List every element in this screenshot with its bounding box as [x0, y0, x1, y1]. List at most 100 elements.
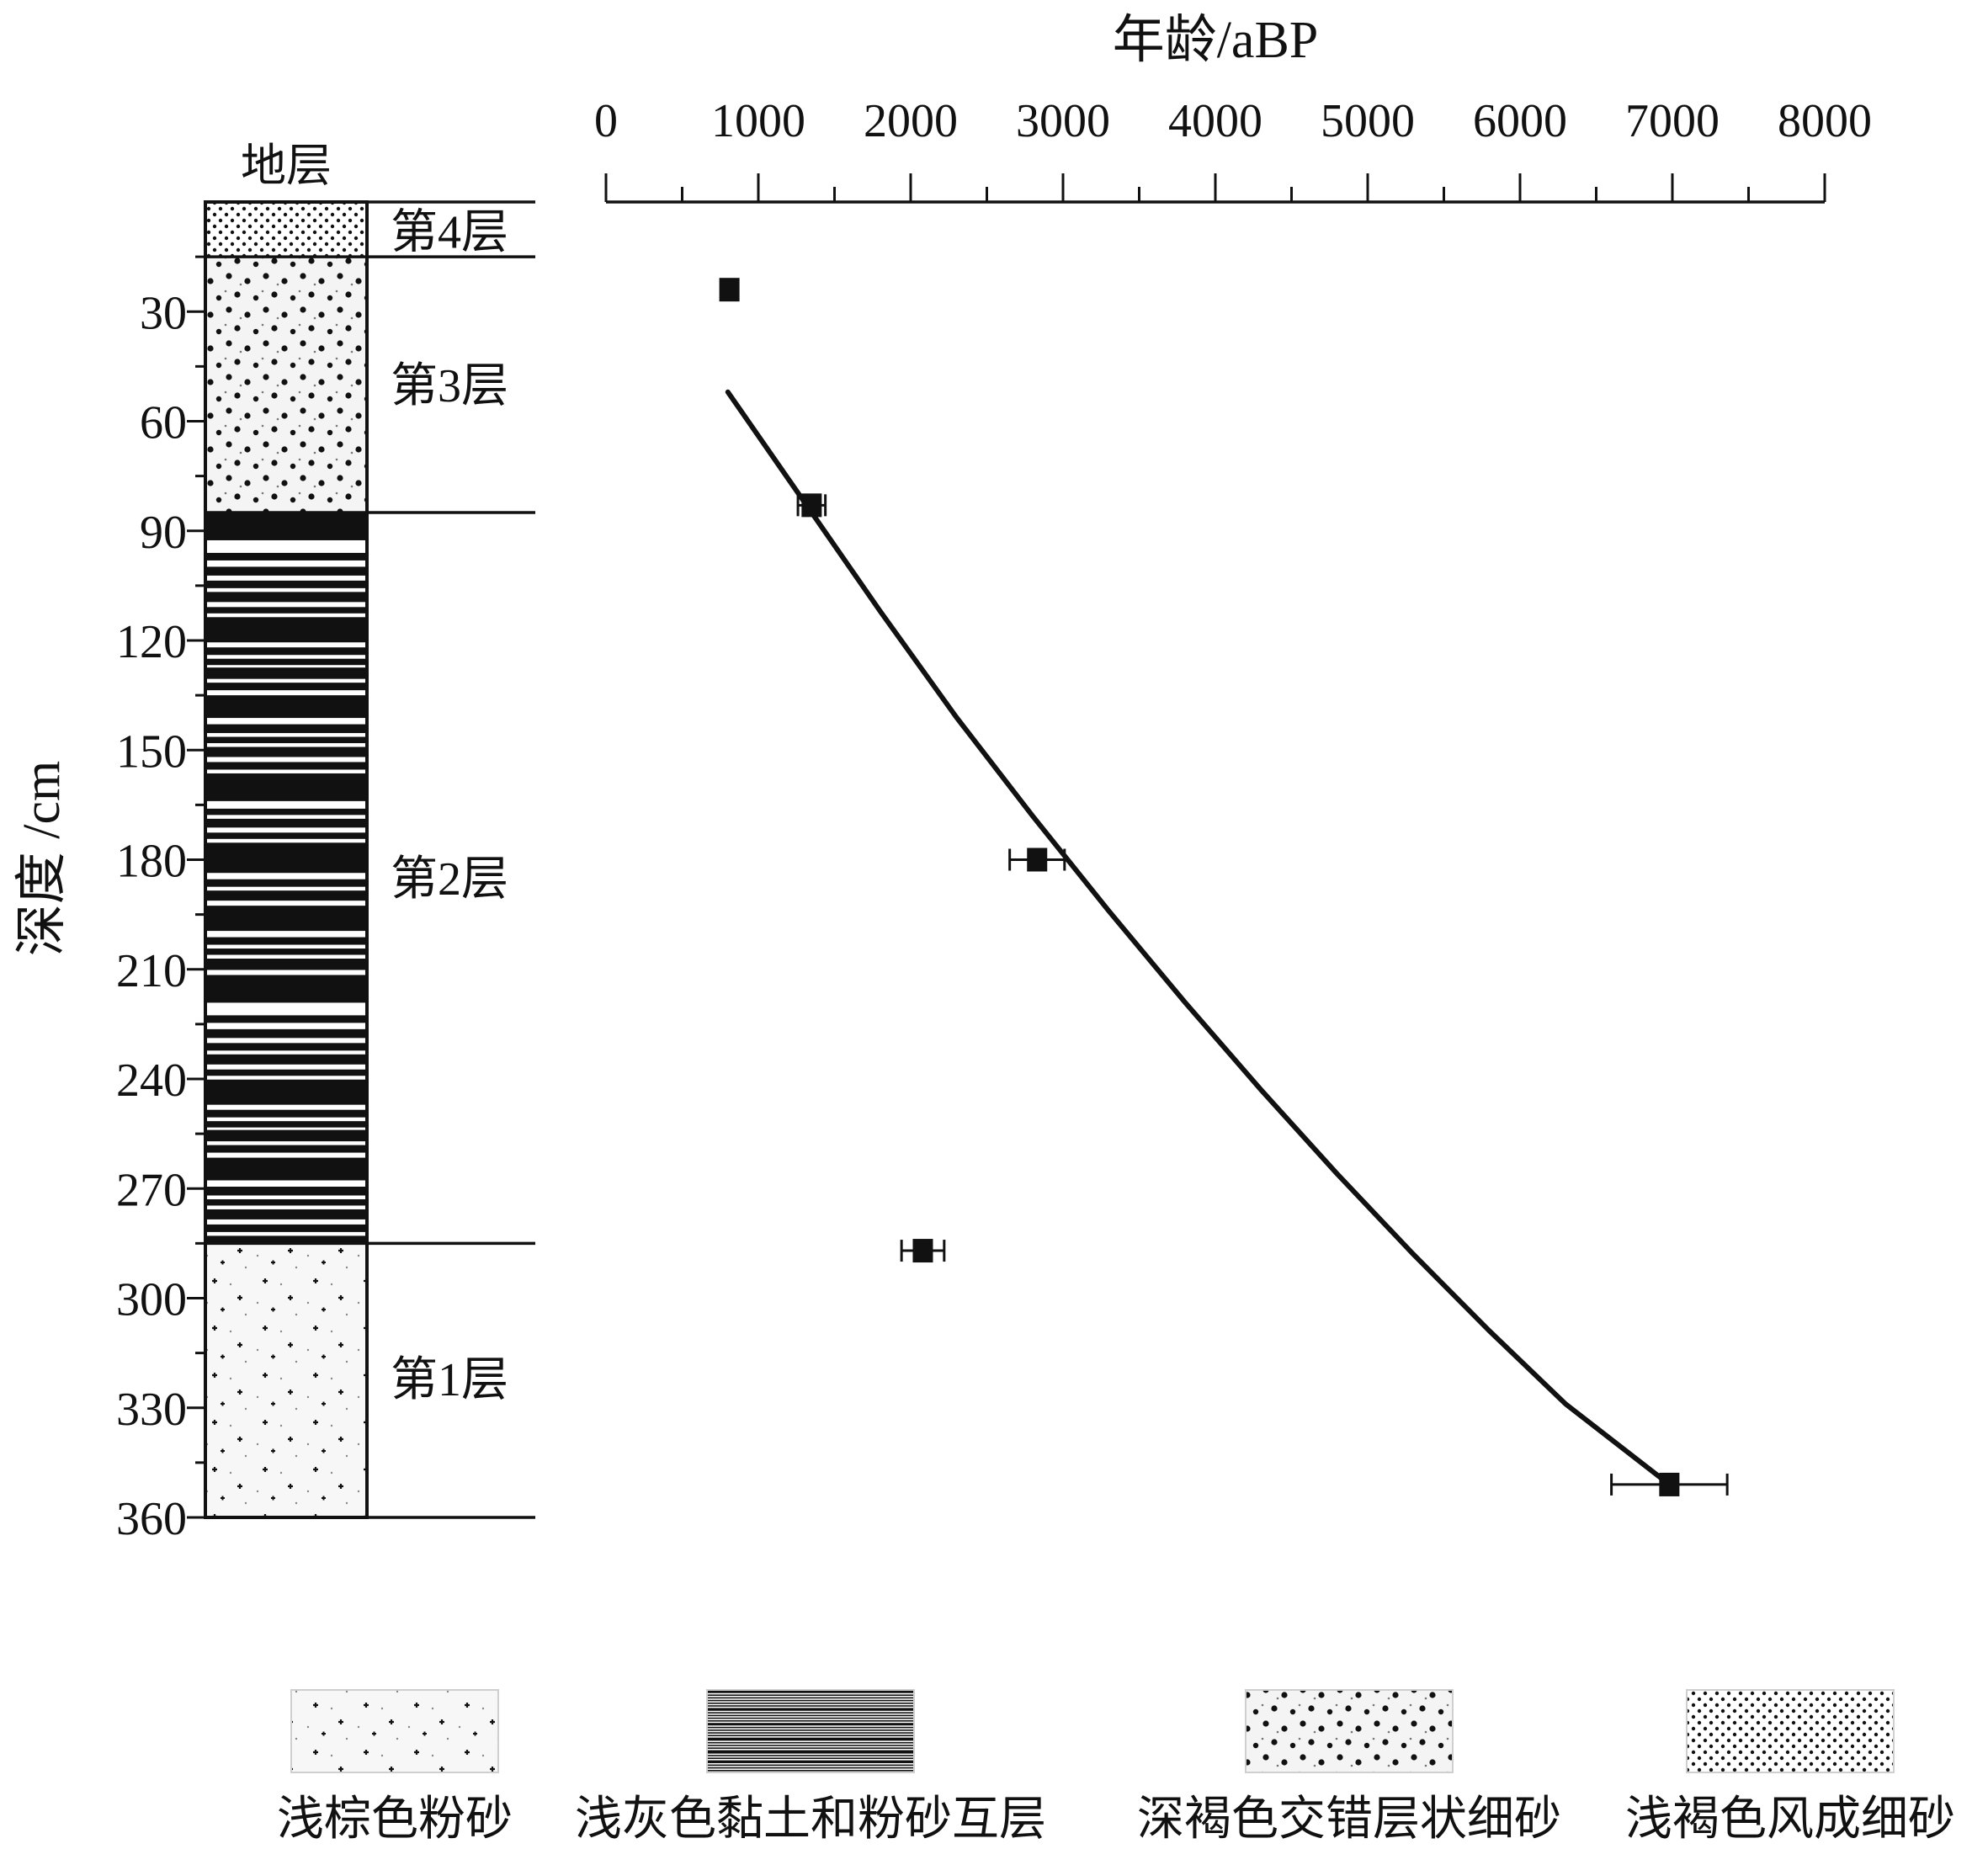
stratum-label: 第2层 — [391, 853, 508, 906]
data-point — [719, 278, 740, 302]
legend-swatch-stripe — [707, 1690, 914, 1693]
x-tick-label: 2000 — [864, 95, 958, 147]
legend-item: 深褐色交错层状细砂 — [1137, 1689, 1561, 1846]
x-tick-label: 0 — [594, 95, 618, 147]
legend-item: 浅灰色黏土和粉砂互层 — [575, 1689, 1046, 1846]
legend-label: 浅褐色风成细砂 — [1625, 1793, 1955, 1846]
stratum-3-stripe — [205, 937, 367, 945]
legend-swatch-fill — [1246, 1690, 1453, 1772]
stratum-3-stripe — [205, 762, 367, 770]
legend-swatch-stripe — [707, 1699, 914, 1702]
x-tick-label: 4000 — [1168, 95, 1262, 147]
legend-swatch-stripe — [707, 1732, 914, 1734]
legend-swatch-stripe — [707, 1767, 914, 1769]
legend-swatch-bg — [707, 1690, 914, 1772]
stratum-3-stripe — [205, 1129, 367, 1142]
y-tick-label: 90 — [140, 507, 187, 559]
data-marker — [1659, 1472, 1680, 1496]
stratum-3-stripe — [205, 580, 367, 588]
stratum-label: 第3层 — [391, 360, 508, 412]
stratum-3-stripe — [205, 906, 367, 932]
stratum-3-stripe — [205, 879, 367, 887]
legend-swatch-border — [706, 1689, 915, 1773]
legend-swatch-stripe — [707, 1760, 914, 1763]
legend-swatch-stripe — [707, 1726, 914, 1729]
stratum-3-stripe — [205, 647, 367, 656]
data-point — [1008, 847, 1066, 872]
stratum-3-stripe — [205, 695, 367, 719]
y-tick-label: 330 — [116, 1384, 187, 1436]
stratum-3-stripe — [205, 808, 367, 816]
stratum-3-stripe — [205, 948, 367, 955]
stratum-label: 第1层 — [391, 1354, 508, 1406]
stratum-3-stripe — [205, 592, 367, 603]
stratum-3-stripe — [205, 617, 367, 643]
legend-swatch-stripe — [707, 1755, 914, 1756]
stratum-3-stripe — [205, 1224, 367, 1232]
legend-swatch-stripe — [707, 1730, 914, 1731]
stratum-3-stripe — [205, 1109, 367, 1118]
legend-swatch-stripe — [707, 1703, 914, 1704]
stratum-3-stripe — [205, 1028, 367, 1039]
y-tick-label: 210 — [116, 945, 187, 997]
stratum-3-stripe — [205, 513, 367, 540]
stratum-3-stripe — [205, 683, 367, 691]
stratum-2-fill — [205, 257, 367, 513]
legend-swatch-border — [1686, 1689, 1895, 1773]
legend-swatch-border — [1245, 1689, 1454, 1773]
y-tick-label: 300 — [116, 1274, 187, 1326]
stratum-3-stripe — [205, 1079, 367, 1105]
legend-swatch-stripe — [707, 1769, 914, 1772]
stratum-3-stripe — [205, 607, 367, 614]
stratum-3-stripe — [205, 975, 367, 1003]
legend-item: 浅褐色风成细砂 — [1625, 1689, 1955, 1846]
fit-curve — [725, 389, 1672, 1487]
x-tick-label: 5000 — [1321, 95, 1415, 147]
legend-label: 浅灰色黏土和粉砂互层 — [575, 1793, 1046, 1846]
data-point — [1610, 1472, 1729, 1496]
y-tick-label: 150 — [116, 725, 187, 778]
stratum-3-stripe — [205, 890, 367, 901]
stratum-3-stripe — [205, 1187, 367, 1196]
legend-swatch-stripe — [707, 1757, 914, 1759]
legend-swatch-stripe — [707, 1723, 914, 1726]
legend-swatch-stripe — [707, 1747, 914, 1749]
legend-swatch-border — [290, 1689, 499, 1773]
y-tick-label: 240 — [116, 1055, 187, 1107]
y-tick-label: 30 — [140, 287, 187, 339]
stratum-3-stripe — [205, 1235, 367, 1244]
legend-swatch-stripe — [707, 1712, 914, 1714]
legend-label: 浅棕色粉砂 — [277, 1793, 513, 1846]
stratum-3-stripe — [205, 667, 367, 679]
legend-swatch-stripe — [707, 1745, 914, 1746]
legend-swatch-stripe — [707, 1750, 914, 1754]
legend-swatch-stripe — [707, 1694, 914, 1697]
x-tick-label: 3000 — [1016, 95, 1110, 147]
legend-swatch-stripe — [707, 1714, 914, 1717]
data-marker — [912, 1239, 933, 1263]
strata-header: 地层 — [241, 141, 332, 191]
data-point — [900, 1239, 946, 1263]
y-axis-title: 深度 /cm — [13, 761, 71, 956]
stratum-3-stripe — [205, 566, 367, 576]
y-tick-label: 270 — [116, 1164, 187, 1216]
x-tick-label: 7000 — [1625, 95, 1720, 147]
stratum-3-stripe — [205, 1121, 367, 1128]
stratum-4-fill — [205, 1243, 367, 1517]
data-marker — [719, 278, 740, 302]
legend-swatch-stripe — [707, 1719, 914, 1722]
y-tick-label: 360 — [116, 1493, 187, 1545]
legend-item: 浅棕色粉砂 — [277, 1689, 513, 1846]
y-tick-label: 180 — [116, 836, 187, 888]
stratum-3-stripe — [205, 1209, 367, 1219]
legend-swatch-stripe — [707, 1741, 914, 1744]
y-tick-label: 60 — [140, 397, 187, 449]
data-point — [796, 493, 827, 518]
stratum-3-stripe — [205, 959, 367, 970]
stratum-3-stripe — [205, 658, 367, 666]
data-marker — [801, 493, 822, 518]
stratum-label: 第4层 — [391, 207, 508, 259]
legend-swatch-fill — [291, 1690, 498, 1772]
